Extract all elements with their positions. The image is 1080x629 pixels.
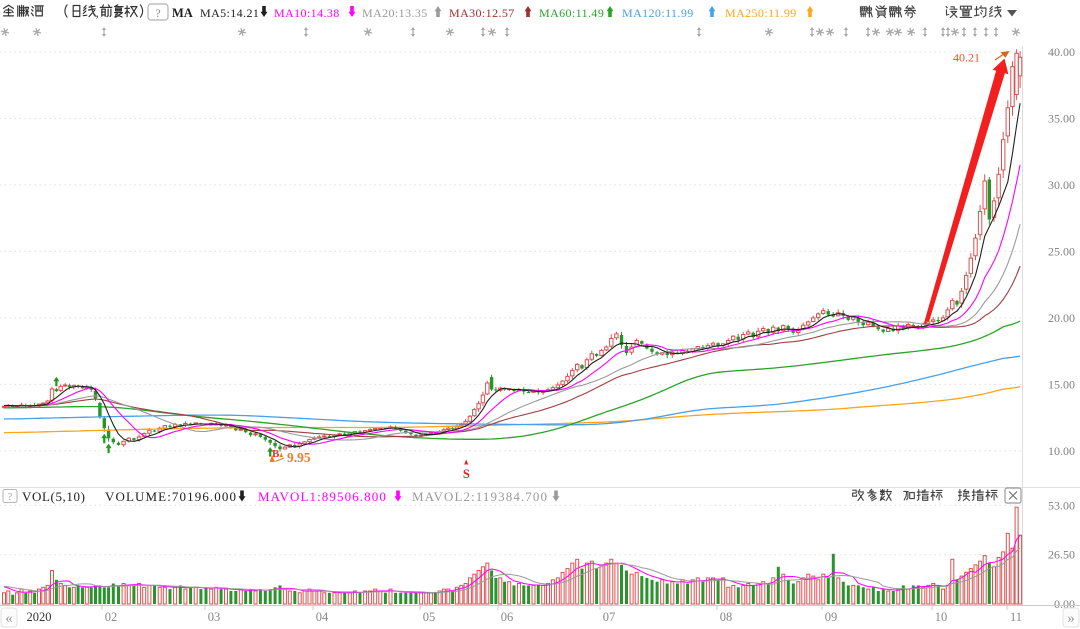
svg-text:15.00: 15.00 [1048, 377, 1075, 391]
svg-text:53.00: 53.00 [1048, 498, 1075, 512]
svg-text:MAVOL1:89506.800: MAVOL1:89506.800 [258, 489, 387, 504]
svg-text:VOLUME:70196.000: VOLUME:70196.000 [105, 489, 237, 504]
svg-text:02: 02 [105, 610, 118, 624]
svg-text:MA120:11.99: MA120:11.99 [622, 6, 694, 20]
svg-text:25.00: 25.00 [1048, 244, 1075, 258]
svg-text:?: ? [8, 492, 13, 503]
svg-text:10.00: 10.00 [1048, 444, 1075, 458]
svg-text:«: « [5, 611, 13, 627]
svg-text:26.50: 26.50 [1048, 548, 1075, 562]
svg-text:S: S [463, 467, 470, 481]
svg-text:B: B [272, 448, 280, 460]
svg-text:30.00: 30.00 [1048, 178, 1075, 192]
svg-text:MA60:11.49: MA60:11.49 [539, 6, 604, 20]
svg-text:»: » [1067, 611, 1075, 627]
svg-text:06: 06 [501, 610, 514, 624]
svg-text:40.00: 40.00 [1048, 45, 1075, 59]
svg-text:35.00: 35.00 [1048, 112, 1075, 126]
svg-text:11: 11 [1010, 610, 1022, 624]
svg-text:MA: MA [172, 6, 193, 20]
svg-text:40.21: 40.21 [953, 51, 980, 65]
svg-text:VOL(5,10): VOL(5,10) [22, 489, 86, 504]
svg-text:20.00: 20.00 [1048, 311, 1075, 325]
svg-text:MA250:11.99: MA250:11.99 [725, 6, 797, 20]
svg-text:MA10:14.38: MA10:14.38 [274, 6, 340, 20]
svg-text:?: ? [155, 6, 160, 20]
svg-text:MA30:12.57: MA30:12.57 [449, 6, 515, 20]
svg-text:09: 09 [825, 610, 838, 624]
svg-text:MAVOL2:119384.700: MAVOL2:119384.700 [412, 489, 548, 504]
svg-text:07: 07 [603, 610, 616, 624]
svg-text:10: 10 [935, 610, 948, 624]
svg-text:MA5:14.21: MA5:14.21 [200, 6, 259, 20]
svg-text:03: 03 [208, 610, 221, 624]
svg-text:,: , [96, 5, 99, 20]
svg-text:08: 08 [720, 610, 733, 624]
svg-text:04: 04 [316, 610, 329, 624]
svg-text:05: 05 [423, 610, 436, 624]
svg-text:2020: 2020 [27, 610, 52, 624]
svg-text:9.95: 9.95 [287, 450, 311, 465]
svg-text:MA20:13.35: MA20:13.35 [362, 6, 428, 20]
